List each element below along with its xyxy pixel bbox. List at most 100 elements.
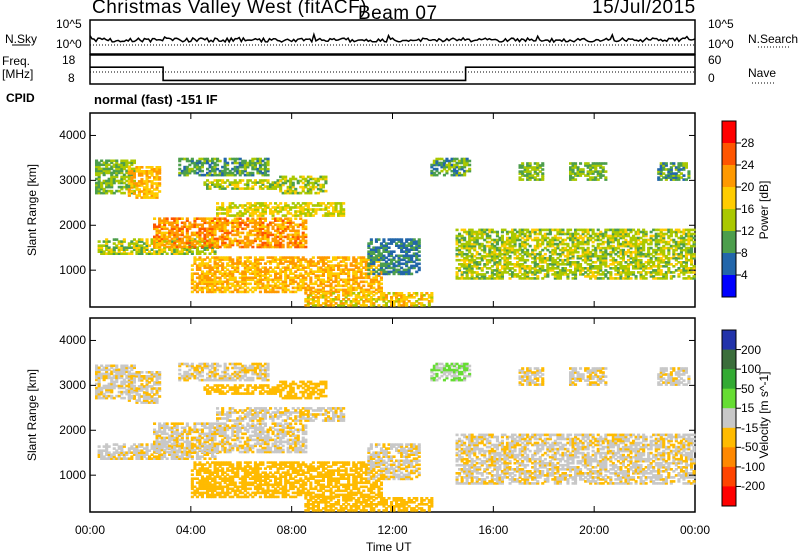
power-cell: [523, 261, 527, 264]
power-cell: [687, 228, 691, 232]
power-cell: [344, 284, 348, 288]
power-cell: [516, 256, 520, 260]
power-cell: [261, 187, 265, 190]
power-cell: [175, 227, 179, 231]
power-cell: [233, 262, 237, 265]
power-cell: [541, 267, 545, 270]
power-cell: [281, 282, 285, 286]
power-cell: [110, 175, 114, 179]
power-cell: [253, 286, 257, 290]
power-cell: [526, 162, 530, 165]
power-cell: [390, 258, 394, 262]
power-cell: [231, 270, 235, 273]
power-cell: [664, 263, 668, 266]
power-cell: [306, 179, 310, 183]
power-cell: [392, 250, 396, 253]
power-cell: [228, 256, 232, 259]
power-cell: [601, 240, 605, 244]
power-cell: [236, 219, 240, 222]
power-cell: [248, 260, 252, 263]
power-cell: [163, 240, 167, 243]
power-cell: [485, 271, 489, 274]
power-cell: [168, 239, 172, 243]
power-cell: [145, 244, 149, 247]
power-cell: [321, 302, 325, 305]
power-cell: [100, 183, 104, 187]
power-cell: [571, 252, 575, 256]
power-cell: [367, 288, 371, 292]
power-cell: [195, 286, 199, 290]
power-cell: [208, 223, 212, 227]
power-cell: [528, 172, 532, 175]
power-cell: [397, 300, 401, 303]
power-cell: [117, 181, 121, 185]
power-cell: [105, 169, 109, 173]
power-cell: [621, 258, 625, 262]
power-cell: [654, 244, 658, 248]
power-cell: [558, 240, 562, 244]
power-cell: [566, 228, 570, 232]
power-cell: [563, 232, 567, 236]
power-cell: [359, 296, 363, 299]
power-cell: [334, 264, 338, 267]
power-cell: [382, 262, 386, 266]
power-cell: [647, 261, 651, 264]
power-cell: [518, 244, 522, 248]
power-cell: [359, 270, 363, 273]
power-cell: [246, 239, 250, 243]
power-cell: [410, 240, 414, 243]
power-cell: [211, 280, 215, 284]
power-cell: [213, 163, 217, 167]
power-cell: [639, 265, 643, 268]
power-cell: [183, 169, 187, 173]
power-cell: [289, 262, 293, 265]
power-cell: [200, 163, 204, 167]
power-cell: [327, 276, 331, 280]
power-cell: [458, 161, 462, 165]
power-cell: [120, 246, 124, 249]
power-cell: [667, 230, 671, 234]
power-cell: [284, 191, 288, 195]
power-cell: [518, 256, 522, 260]
power-cell: [372, 272, 376, 276]
power-cell: [400, 272, 404, 276]
power-cell: [276, 276, 280, 280]
power-cell: [150, 196, 154, 199]
power-cell: [453, 165, 457, 169]
power-cell: [342, 298, 346, 301]
power-cell: [314, 185, 318, 189]
power-cell: [97, 181, 101, 185]
power-cell: [581, 236, 585, 240]
power-cell: [211, 282, 215, 286]
power-cell: [574, 164, 578, 167]
power-cell: [261, 274, 265, 277]
power-cell: [591, 162, 595, 165]
power-cell: [581, 246, 585, 250]
power-cell: [95, 183, 99, 187]
power-cell: [137, 174, 141, 177]
power-cell: [455, 258, 459, 262]
power-cell: [619, 250, 623, 254]
power-cell: [130, 186, 134, 189]
power-cell: [611, 250, 615, 254]
power-cell: [271, 225, 275, 229]
power-cell: [480, 277, 484, 280]
power-cell: [654, 271, 658, 274]
power-cell: [614, 246, 618, 250]
power-cell: [253, 288, 257, 292]
power-cell: [367, 300, 371, 303]
power-cell: [518, 170, 522, 173]
power-cell: [258, 169, 262, 173]
power-cell: [246, 161, 250, 165]
power-cell: [228, 204, 232, 207]
power-cell: [654, 265, 658, 268]
power-cell: [455, 173, 459, 177]
power-cell: [437, 163, 441, 167]
power-cell: [505, 265, 509, 268]
power-cell: [654, 236, 658, 240]
power-cell: [548, 250, 552, 254]
power-cell: [337, 210, 341, 213]
power-cell: [231, 239, 235, 243]
power-cell: [359, 280, 363, 284]
power-cell: [500, 244, 504, 248]
